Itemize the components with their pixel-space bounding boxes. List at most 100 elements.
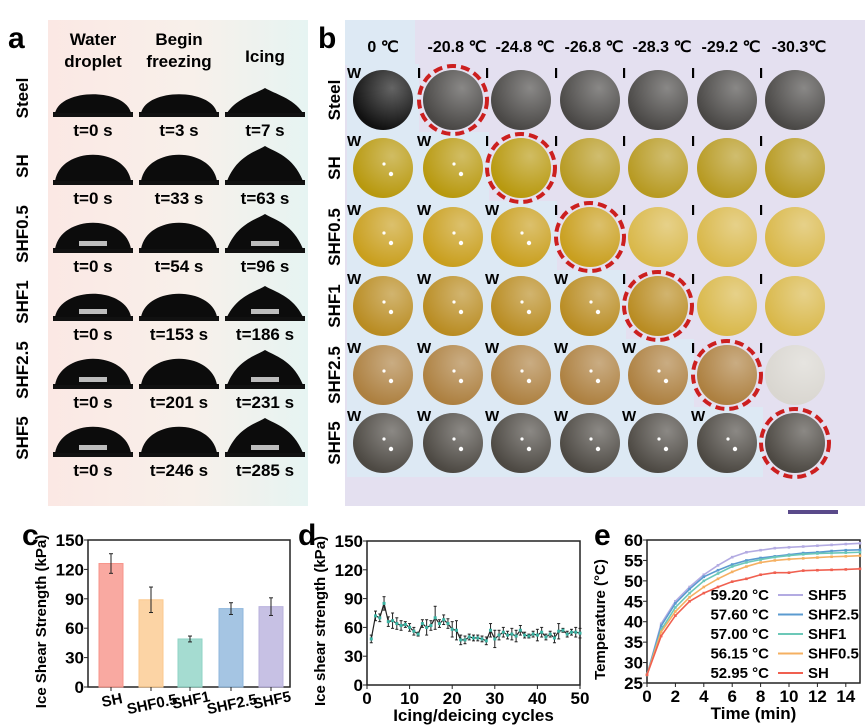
temperature-header: -20.8 ℃ xyxy=(428,39,487,56)
data-point xyxy=(830,543,833,547)
panel-b: 0 ℃ -20.8 ℃ -24.8 ℃ -26.8 ℃ -28.3 ℃ -29.2 ℃ -3… xyxy=(325,20,831,479)
disc-shine xyxy=(697,70,757,130)
data-point xyxy=(816,552,819,555)
data-point xyxy=(816,568,819,572)
disc-shine xyxy=(765,70,825,130)
data-point xyxy=(412,629,416,633)
substrate xyxy=(53,180,133,185)
data-point xyxy=(374,614,378,618)
legend-label: SHF1 xyxy=(808,626,846,643)
bar-shf0.5 xyxy=(138,599,164,688)
state-label: W xyxy=(622,340,637,357)
highlight xyxy=(382,231,386,235)
plot-frame xyxy=(646,539,861,684)
water-droplet xyxy=(141,426,217,453)
disc-shine xyxy=(423,345,483,405)
data-point xyxy=(548,632,552,636)
data-point xyxy=(787,557,791,561)
row-label: SHF5 xyxy=(325,421,344,464)
bar-shf2.5 xyxy=(218,608,244,688)
data-point xyxy=(745,565,748,568)
state-label: I xyxy=(691,271,695,288)
highlight xyxy=(458,378,464,384)
data-point xyxy=(501,630,505,634)
freezing-onset-ring xyxy=(622,270,694,342)
state-label: W xyxy=(554,340,569,357)
temperature-header: -30.3℃ xyxy=(772,39,826,56)
disc-shine xyxy=(765,207,825,267)
bar-shf1 xyxy=(177,638,203,688)
substrate xyxy=(225,180,305,185)
x-tick-label: 0 xyxy=(642,687,651,706)
water-droplet xyxy=(55,426,131,453)
column-header: droplet xyxy=(64,52,122,71)
ice-droplet xyxy=(227,350,303,385)
row-label: SHF5 xyxy=(13,416,32,459)
data-point xyxy=(437,622,441,626)
data-point xyxy=(844,542,848,546)
disc-shine xyxy=(765,138,825,198)
data-point xyxy=(745,550,748,554)
state-label: I xyxy=(554,65,558,82)
data-point xyxy=(569,630,573,634)
data-point xyxy=(787,571,791,574)
final-temperature-label: 52.95 °C xyxy=(710,665,769,682)
temperature-header: -26.8 ℃ xyxy=(565,39,624,56)
highlight xyxy=(526,378,532,384)
highlight xyxy=(458,240,464,246)
highlight xyxy=(382,300,386,304)
temperature-header: 0 ℃ xyxy=(367,39,398,56)
disc-shine xyxy=(423,207,483,267)
data-point xyxy=(688,585,691,589)
highlight xyxy=(382,162,386,166)
data-point xyxy=(759,556,762,560)
legend-label: SHF5 xyxy=(808,587,846,604)
state-label: I xyxy=(759,202,763,219)
disc-shine xyxy=(697,138,757,198)
data-point xyxy=(510,632,514,636)
category-label: SHF0.5 xyxy=(125,691,178,718)
data-point xyxy=(773,559,777,562)
data-point xyxy=(535,633,539,637)
disc-shine xyxy=(765,345,825,405)
water-droplet xyxy=(141,94,217,113)
substrate xyxy=(139,452,219,457)
data-point xyxy=(858,567,862,571)
highlight xyxy=(382,437,386,441)
y-axis-label: Temperature (°C) xyxy=(592,559,609,680)
state-label: I xyxy=(691,133,695,150)
disc-shine xyxy=(423,138,483,198)
water-droplet xyxy=(55,293,131,317)
y-tick-label: 50 xyxy=(624,572,643,591)
highlight xyxy=(657,437,661,441)
highlight xyxy=(452,231,456,235)
row-label: SHF2.5 xyxy=(325,346,344,404)
data-point xyxy=(816,556,819,559)
x-tick-label: 50 xyxy=(571,689,590,708)
highlight xyxy=(663,378,669,384)
x-tick-label: 14 xyxy=(836,687,855,706)
series-line-shf5 xyxy=(646,542,861,676)
data-point xyxy=(480,637,484,641)
disc-shine xyxy=(560,70,620,130)
series-line-shf0.5 xyxy=(646,554,861,676)
y-tick-label: 55 xyxy=(624,551,643,570)
x-tick-label: 6 xyxy=(727,687,736,706)
data-point xyxy=(659,634,663,638)
data-point xyxy=(745,561,748,564)
data-point xyxy=(467,635,471,639)
state-label: I xyxy=(759,271,763,288)
state-label: W xyxy=(347,271,362,288)
highlight xyxy=(726,437,730,441)
disc-shine xyxy=(765,413,825,473)
data-point xyxy=(369,637,373,641)
disc-shine xyxy=(353,276,413,336)
data-point xyxy=(425,625,429,629)
state-label: I xyxy=(485,133,489,150)
data-point xyxy=(858,541,862,545)
data-point xyxy=(645,673,649,677)
temperature-header: -28.3 ℃ xyxy=(633,39,692,56)
time-label: t=246 s xyxy=(150,461,208,480)
data-point xyxy=(433,616,437,620)
